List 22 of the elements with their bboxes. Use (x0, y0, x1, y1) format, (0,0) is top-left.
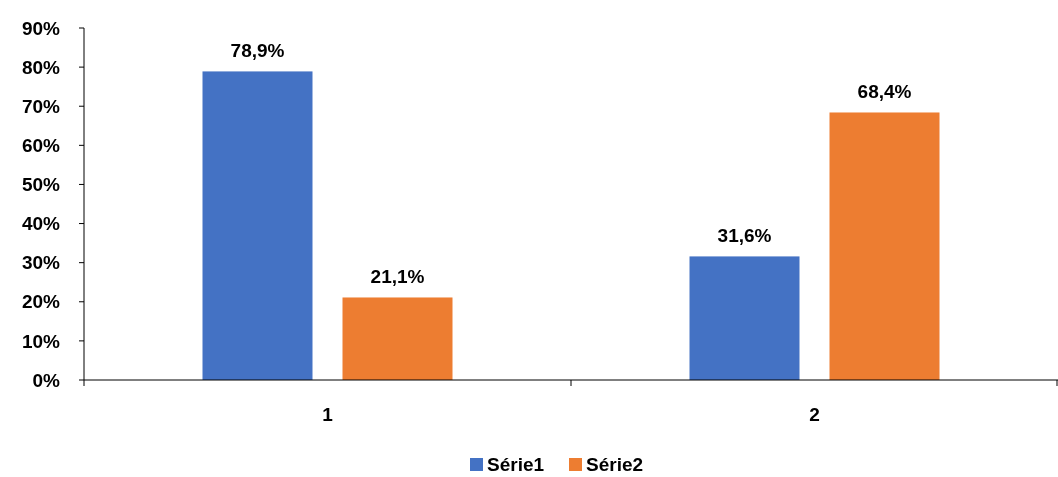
bar (202, 71, 313, 380)
y-tick-label: 30% (21, 252, 61, 274)
y-tick-label: 40% (21, 213, 61, 235)
data-label: 68,4% (857, 81, 912, 103)
y-tick-label: 20% (21, 291, 61, 313)
data-label: 21,1% (370, 266, 425, 288)
data-label: 78,9% (230, 40, 285, 62)
y-tick-label: 10% (21, 330, 61, 352)
y-tick-label: 50% (21, 174, 61, 196)
x-tick-label: 2 (809, 404, 820, 425)
y-tick-label: 80% (21, 56, 61, 78)
bar (829, 112, 940, 380)
data-label: 31,6% (717, 225, 772, 247)
legend-label: Série2 (586, 454, 644, 476)
x-tick-label: 1 (322, 404, 334, 425)
y-tick-label: 0% (32, 369, 61, 391)
bar (689, 256, 800, 380)
y-tick-label: 70% (21, 95, 61, 117)
bar (342, 297, 453, 380)
legend-label: Série1 (487, 454, 545, 476)
y-tick-label: 90% (21, 17, 61, 39)
y-tick-label: 60% (21, 134, 61, 156)
